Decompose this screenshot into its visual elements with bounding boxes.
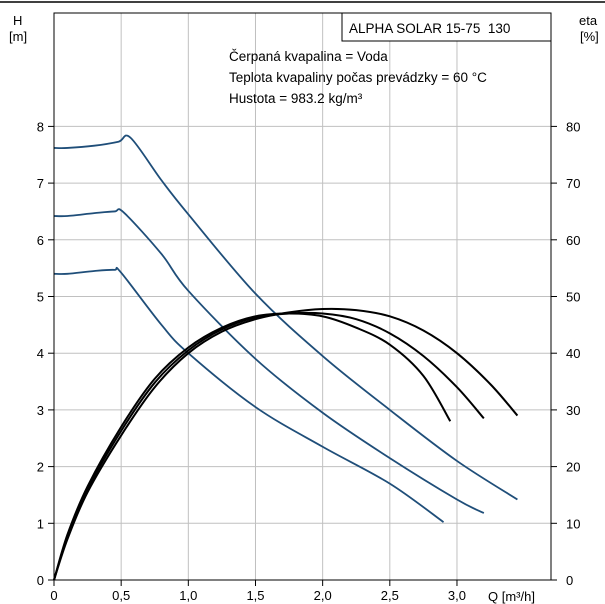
head-curve-1: [53, 134, 518, 501]
y-left-label-line1: H: [13, 13, 22, 28]
y-left-tick-label: 2: [37, 460, 44, 475]
eta-curve-2: [53, 311, 485, 581]
y-right-tick-label: 30: [566, 403, 580, 418]
title-box: [341, 12, 552, 42]
y-right-tick-label: 70: [566, 176, 580, 191]
x-tick-label: 2,0: [314, 588, 332, 603]
y-right-label-line1: eta: [579, 13, 598, 28]
annotation-density: Hustota = 983.2 kg/m³: [229, 91, 363, 106]
y-left-tick-label: 6: [37, 233, 44, 248]
grid: [54, 13, 551, 580]
y-right-tick-label: 0: [566, 573, 573, 588]
y-right-tick-label: 50: [566, 290, 580, 305]
eta-curve-1: [53, 312, 452, 581]
y-right-tick-label: 20: [566, 460, 580, 475]
y-right-tick-label: 60: [566, 233, 580, 248]
eta-curves: [53, 307, 519, 581]
tick-labels: 0 0,5 1,0 1,5 2,0 2,5 3,0012345678010203040506…: [37, 119, 581, 603]
y-left-tick-label: 8: [37, 119, 44, 134]
y-left-tick-label: 7: [37, 176, 44, 191]
y-left-tick-label: 1: [37, 516, 44, 531]
y-right-tick-label: 40: [566, 346, 580, 361]
annotation-fluid: Čerpaná kvapalina = Voda: [229, 49, 388, 64]
chart-title: ALPHA SOLAR 15-75 130: [349, 21, 510, 36]
y-right-tick-label: 80: [566, 119, 580, 134]
y-left-label-line2: [m]: [9, 29, 27, 44]
x-tick-label: 2,5: [381, 588, 399, 603]
head-curve-2: [53, 208, 485, 514]
y-left-tick-label: 5: [37, 290, 44, 305]
y-left-tick-label: 0: [37, 573, 44, 588]
head-curve-3: [53, 266, 445, 523]
x-axis-label: Q [m³/h]: [488, 589, 535, 604]
x-tick-label: 0: [50, 588, 57, 603]
annotation-temperature: Teplota kvapaliny počas prevádzky = 60 °…: [229, 70, 487, 85]
y-right-tick-label: 10: [566, 516, 580, 531]
y-left-tick-label: 4: [37, 346, 44, 361]
x-tick-label: 1,0: [179, 588, 197, 603]
x-tick-label: 0,5: [112, 588, 130, 603]
ticks: [48, 125, 557, 586]
y-left-tick-label: 3: [37, 403, 44, 418]
x-tick-label: 1,5: [246, 588, 264, 603]
eta-curve-3: [53, 307, 519, 581]
head-curves: [53, 134, 518, 523]
y-right-label-line2: [%]: [580, 29, 599, 44]
x-tick-label: 3,0: [448, 588, 466, 603]
